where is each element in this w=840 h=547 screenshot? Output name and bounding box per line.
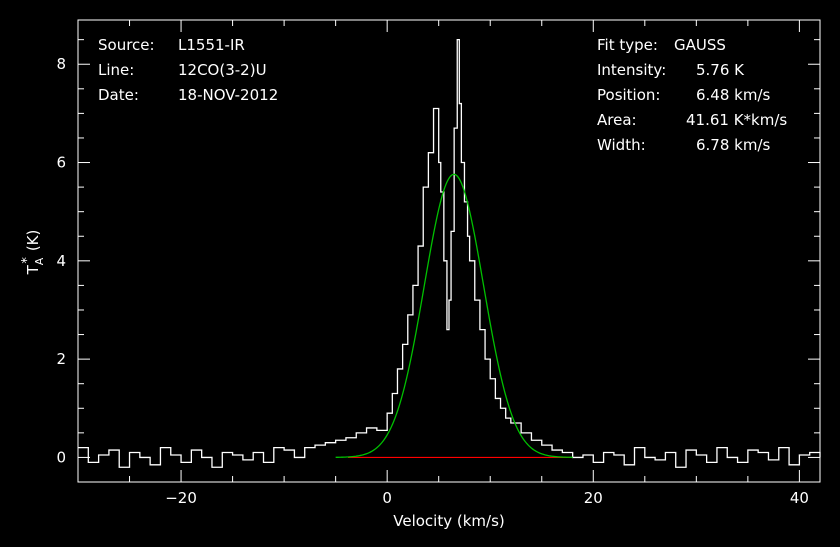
intensity-label: Intensity: [597, 61, 666, 79]
y-tick-label: 0 [56, 448, 66, 466]
y-tick-label: 6 [56, 154, 66, 172]
spectrum-line [78, 39, 821, 468]
source-label: Source: [98, 36, 155, 54]
fit-type-value: GAUSS [674, 36, 726, 54]
line-label: Line: [98, 61, 134, 79]
date-value: 18-NOV-2012 [178, 86, 278, 104]
fit-type-label: Fit type: [597, 36, 658, 54]
line-value: 12CO(3-2)U [178, 61, 267, 79]
y-axis-label-sub: A [33, 257, 46, 265]
y-tick-label: 4 [56, 252, 66, 270]
y-axis-label: TA* (K) [20, 230, 46, 276]
x-axis-label: Velocity (km/s) [393, 512, 504, 530]
y-axis-label-sup: * [20, 257, 35, 264]
fit-info: Fit type: GAUSS Intensity: 5.76 K Positi… [597, 36, 787, 154]
y-tick-label: 2 [56, 350, 66, 368]
plot-frame [77, 19, 821, 483]
date-label: Date: [98, 86, 139, 104]
y-axis-label-main: T [24, 264, 42, 275]
area-label: Area: [597, 111, 637, 129]
position-label: Position: [597, 86, 660, 104]
series-layer [78, 39, 821, 468]
width-value: 6.78 km/s [696, 136, 771, 154]
x-axis: −20 0 20 40 [77, 20, 809, 507]
intensity-value: 5.76 K [696, 61, 745, 79]
x-tick-label: 40 [790, 489, 809, 507]
position-value: 6.48 km/s [696, 86, 771, 104]
source-value: L1551-IR [178, 36, 245, 54]
width-label: Width: [597, 136, 646, 154]
x-tick-label: 0 [382, 489, 392, 507]
area-value: 41.61 K*km/s [686, 111, 787, 129]
svg-text:TA*(K): TA* (K) [20, 230, 46, 276]
y-axis: 0 2 4 6 8 [56, 39, 820, 483]
y-tick-label: 8 [56, 55, 66, 73]
x-tick-label: 20 [584, 489, 603, 507]
source-info: Source: L1551-IR Line: 12CO(3-2)U Date: … [98, 36, 278, 104]
y-axis-label-unit: (K) [24, 230, 42, 252]
gaussian-fit-line [335, 173, 573, 458]
x-tick-label: −20 [165, 489, 197, 507]
